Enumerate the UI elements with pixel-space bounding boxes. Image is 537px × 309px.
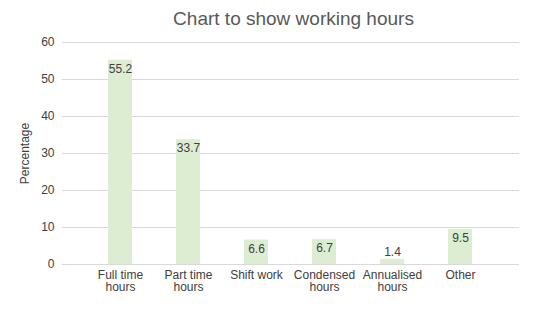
svg-text:50: 50 xyxy=(41,72,55,86)
svg-text:10: 10 xyxy=(41,220,55,234)
svg-text:Percentage: Percentage xyxy=(18,122,32,184)
svg-text:0: 0 xyxy=(48,257,55,271)
svg-text:30: 30 xyxy=(41,146,55,160)
svg-text:Part timehours: Part timehours xyxy=(164,268,212,294)
svg-text:6.7: 6.7 xyxy=(316,241,333,255)
svg-text:60: 60 xyxy=(41,35,55,49)
svg-text:33.7: 33.7 xyxy=(177,141,201,155)
svg-text:55.2: 55.2 xyxy=(109,62,133,76)
svg-text:Condensedhours: Condensedhours xyxy=(294,268,355,294)
svg-text:6.6: 6.6 xyxy=(248,242,265,256)
svg-text:40: 40 xyxy=(41,109,55,123)
svg-text:9.5: 9.5 xyxy=(452,231,469,245)
svg-text:Shift work: Shift work xyxy=(230,268,284,282)
svg-text:Annualisedhours: Annualisedhours xyxy=(363,268,422,294)
html-text:Chart to show working hours: Chart to show working hours xyxy=(173,8,414,29)
svg-text:20: 20 xyxy=(41,183,55,197)
svg-text:1.4: 1.4 xyxy=(384,245,401,259)
svg-text:Other: Other xyxy=(445,268,475,282)
svg-text:Full timehours: Full timehours xyxy=(98,268,144,294)
